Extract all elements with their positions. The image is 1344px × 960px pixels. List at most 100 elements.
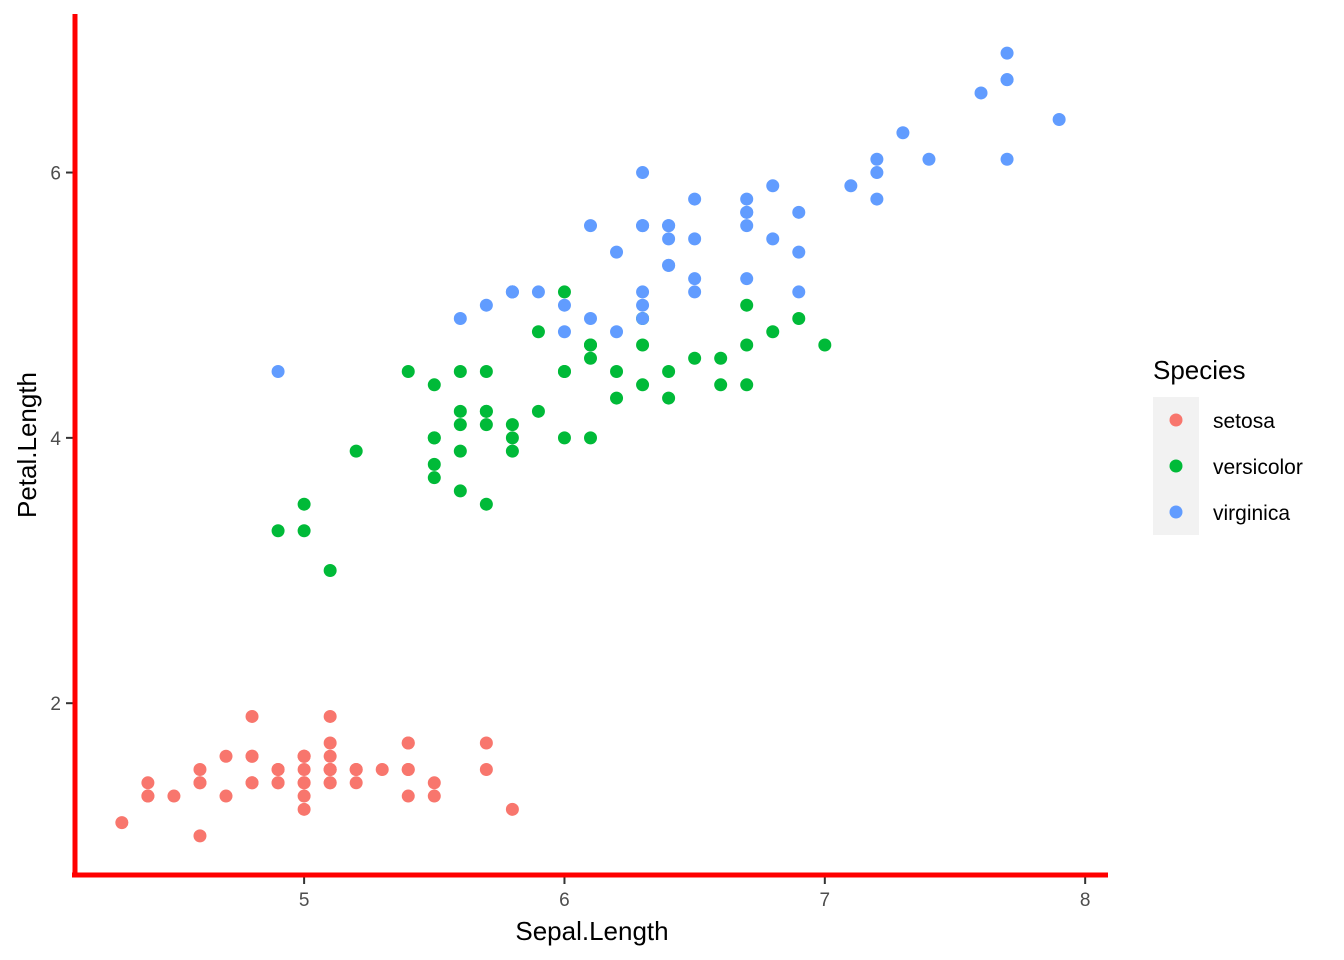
point-virginica-45 <box>740 272 754 286</box>
point-versicolor-43 <box>297 524 311 538</box>
x-tick-label: 8 <box>1080 890 1091 911</box>
point-versicolor-47 <box>610 391 624 405</box>
point-versicolor-27 <box>740 298 754 312</box>
point-virginica-38 <box>557 325 571 339</box>
point-versicolor-21 <box>584 431 597 445</box>
point-versicolor-8 <box>714 351 728 365</box>
point-virginica-27 <box>584 311 597 325</box>
point-versicolor-34 <box>401 365 415 379</box>
point-setosa-47 <box>193 776 207 790</box>
legend-label-versicolor: versicolor <box>1213 456 1303 479</box>
point-virginica-42 <box>505 285 519 299</box>
point-versicolor-17 <box>505 418 519 432</box>
point-versicolor-24 <box>662 391 676 405</box>
point-virginica-21 <box>453 311 467 325</box>
point-versicolor-18 <box>610 365 624 379</box>
point-virginica-43 <box>766 179 780 193</box>
point-virginica-13 <box>479 298 493 312</box>
point-virginica-29 <box>870 192 884 206</box>
point-versicolor-36 <box>740 338 754 352</box>
point-virginica-26 <box>610 325 624 339</box>
point-setosa-48 <box>375 763 389 777</box>
point-virginica-9 <box>870 152 884 166</box>
point-versicolor-41 <box>584 351 597 365</box>
point-virginica-41 <box>792 285 806 299</box>
point-versicolor-16 <box>453 365 467 379</box>
point-versicolor-37 <box>636 378 650 392</box>
point-virginica-10 <box>688 285 702 299</box>
point-virginica-5 <box>974 86 988 100</box>
point-versicolor-42 <box>505 431 519 445</box>
point-versicolor-5 <box>479 365 493 379</box>
point-versicolor-32 <box>505 444 519 458</box>
point-virginica-12 <box>766 232 780 246</box>
legend-label-virginica: virginica <box>1213 502 1290 525</box>
point-setosa-45 <box>245 776 259 790</box>
x-tick-label: 7 <box>820 890 831 911</box>
point-virginica-31 <box>1052 112 1066 126</box>
point-virginica-8 <box>740 192 754 206</box>
point-versicolor-25 <box>714 378 728 392</box>
point-setosa-39 <box>323 763 337 777</box>
point-versicolor-44 <box>453 404 467 418</box>
point-setosa-34 <box>271 763 285 777</box>
point-setosa-36 <box>427 789 441 803</box>
point-virginica-2 <box>844 179 858 193</box>
point-setosa-42 <box>141 789 155 803</box>
point-virginica-34 <box>584 219 597 233</box>
point-setosa-49 <box>297 776 311 790</box>
point-versicolor-33 <box>557 285 571 299</box>
point-versicolor-40 <box>427 378 441 392</box>
legend-key-versicolor <box>1169 459 1183 473</box>
point-virginica-46 <box>636 298 650 312</box>
point-virginica-35 <box>1000 152 1014 166</box>
point-virginica-15 <box>662 258 676 272</box>
point-setosa-17 <box>323 776 337 790</box>
point-setosa-14 <box>505 802 519 816</box>
point-setosa-15 <box>479 763 493 777</box>
x-axis-ticks: 5 6 7 8 <box>299 877 1091 911</box>
point-versicolor-6 <box>636 338 650 352</box>
point-virginica-6 <box>271 365 285 379</box>
point-setosa-46 <box>323 749 337 763</box>
point-setosa-20 <box>401 736 415 750</box>
point-setosa-22 <box>193 829 207 843</box>
y-tick-label: 6 <box>50 164 61 185</box>
point-setosa-40 <box>297 789 311 803</box>
point-virginica-22 <box>1000 73 1014 87</box>
point-setosa-37 <box>271 776 285 790</box>
point-versicolor-35 <box>557 365 571 379</box>
point-virginica-18 <box>1000 46 1014 60</box>
point-setosa-2 <box>219 789 233 803</box>
point-versicolor-29 <box>479 497 493 511</box>
legend-label-setosa: setosa <box>1213 410 1275 433</box>
y-axis-ticks: 2 4 6 <box>50 164 73 715</box>
x-axis-title: Sepal.Length <box>515 916 668 946</box>
point-versicolor-10 <box>297 497 311 511</box>
legend-items: setosa versicolor virginica <box>1169 410 1303 525</box>
point-setosa-3 <box>193 763 207 777</box>
legend-title: Species <box>1153 355 1246 385</box>
point-setosa-29 <box>219 749 233 763</box>
point-setosa-7 <box>297 763 311 777</box>
point-versicolor-11 <box>531 404 545 418</box>
y-tick-label: 4 <box>50 429 61 450</box>
point-versicolor-48 <box>323 564 337 578</box>
point-virginica-48 <box>610 245 624 259</box>
point-versicolor-19 <box>453 444 467 458</box>
legend-key-setosa <box>1169 413 1183 427</box>
point-virginica-44 <box>740 205 754 219</box>
x-tick-label: 6 <box>559 890 570 911</box>
point-setosa-13 <box>115 816 129 830</box>
point-virginica-39 <box>792 245 806 259</box>
point-virginica-7 <box>896 126 910 140</box>
point-setosa-31 <box>401 763 415 777</box>
point-virginica-33 <box>636 285 650 299</box>
point-virginica-37 <box>662 232 676 246</box>
point-virginica-19 <box>557 298 571 312</box>
point-setosa-35 <box>297 802 311 816</box>
point-virginica-16 <box>688 232 702 246</box>
y-axis-title: Petal.Length <box>12 372 42 518</box>
point-virginica-32 <box>662 219 676 233</box>
